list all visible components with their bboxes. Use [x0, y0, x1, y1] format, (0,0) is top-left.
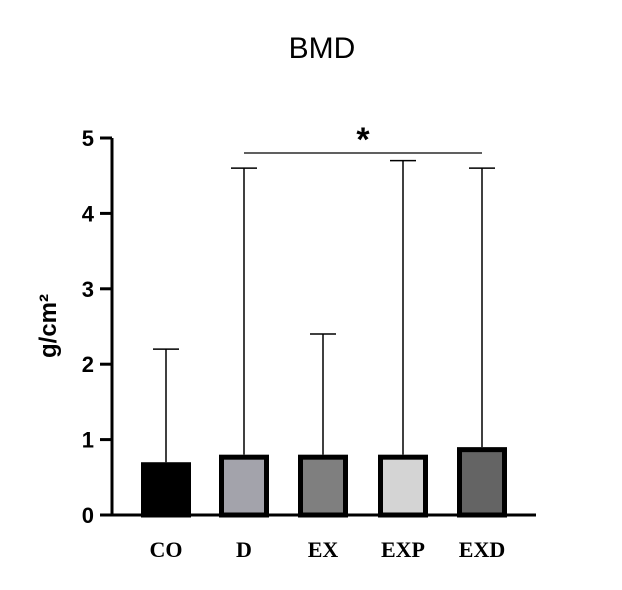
- y-tick-label: 3: [82, 277, 94, 302]
- y-tick-label: 5: [82, 126, 94, 151]
- y-tick-label: 1: [82, 428, 94, 453]
- x-tick-label: CO: [150, 537, 183, 562]
- y-tick-label: 4: [82, 201, 95, 226]
- plot-area: 0 1 2 3 4 5 CO D EX EXP EXD *: [82, 121, 536, 562]
- x-tick-label: EXD: [459, 537, 505, 562]
- significance-marker: *: [356, 121, 370, 159]
- bar-ex: [298, 454, 348, 518]
- bar-d: [219, 454, 269, 518]
- chart-title: BMD: [289, 32, 356, 65]
- x-tick-label: EX: [308, 537, 339, 562]
- bar-co: [141, 462, 191, 518]
- bar-exd: [457, 447, 507, 518]
- x-tick-label: EXP: [381, 537, 425, 562]
- y-tick-label: 2: [82, 352, 94, 377]
- x-tick-label: D: [236, 537, 252, 562]
- y-tick-label: 0: [82, 503, 94, 528]
- y-axis-label: g/cm²: [35, 294, 62, 358]
- bar-exp: [378, 454, 428, 518]
